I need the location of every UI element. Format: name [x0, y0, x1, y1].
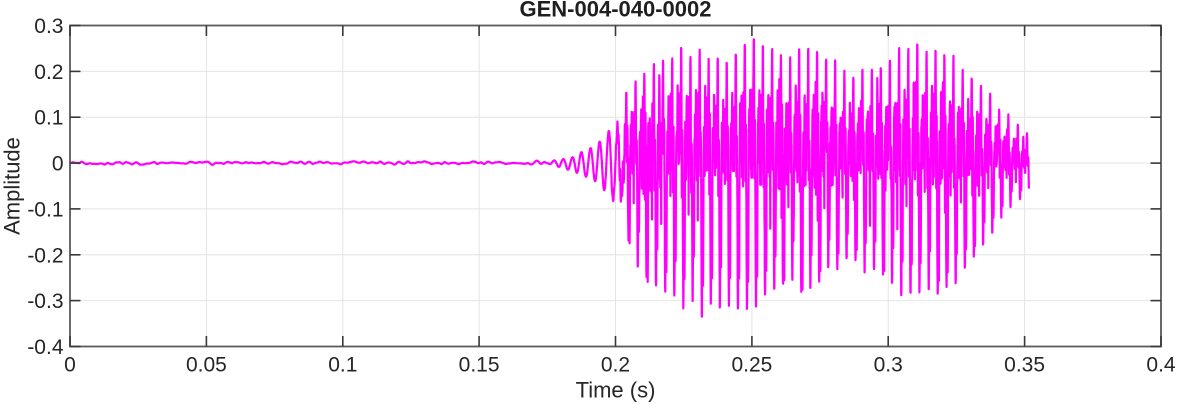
svg-text:0.2: 0.2 — [34, 61, 63, 84]
svg-text:0.25: 0.25 — [731, 354, 772, 377]
svg-text:Amplitude: Amplitude — [0, 137, 25, 235]
svg-text:0.4: 0.4 — [1146, 354, 1176, 377]
svg-text:0.15: 0.15 — [459, 354, 500, 377]
svg-text:0.3: 0.3 — [874, 354, 903, 377]
svg-text:0: 0 — [64, 354, 76, 377]
svg-text:0: 0 — [52, 153, 64, 176]
svg-text:0.2: 0.2 — [601, 354, 630, 377]
svg-text:0.1: 0.1 — [34, 107, 63, 130]
svg-text:0.1: 0.1 — [328, 354, 357, 377]
svg-text:-0.1: -0.1 — [27, 198, 63, 221]
svg-text:0.05: 0.05 — [186, 354, 227, 377]
svg-text:0.35: 0.35 — [1004, 354, 1045, 377]
svg-text:Time (s): Time (s) — [576, 378, 656, 403]
svg-text:-0.3: -0.3 — [27, 290, 63, 313]
svg-text:-0.4: -0.4 — [27, 336, 64, 359]
svg-text:-0.2: -0.2 — [27, 244, 63, 267]
svg-text:0.3: 0.3 — [34, 15, 63, 38]
svg-text:GEN-004-040-0002: GEN-004-040-0002 — [519, 0, 711, 22]
